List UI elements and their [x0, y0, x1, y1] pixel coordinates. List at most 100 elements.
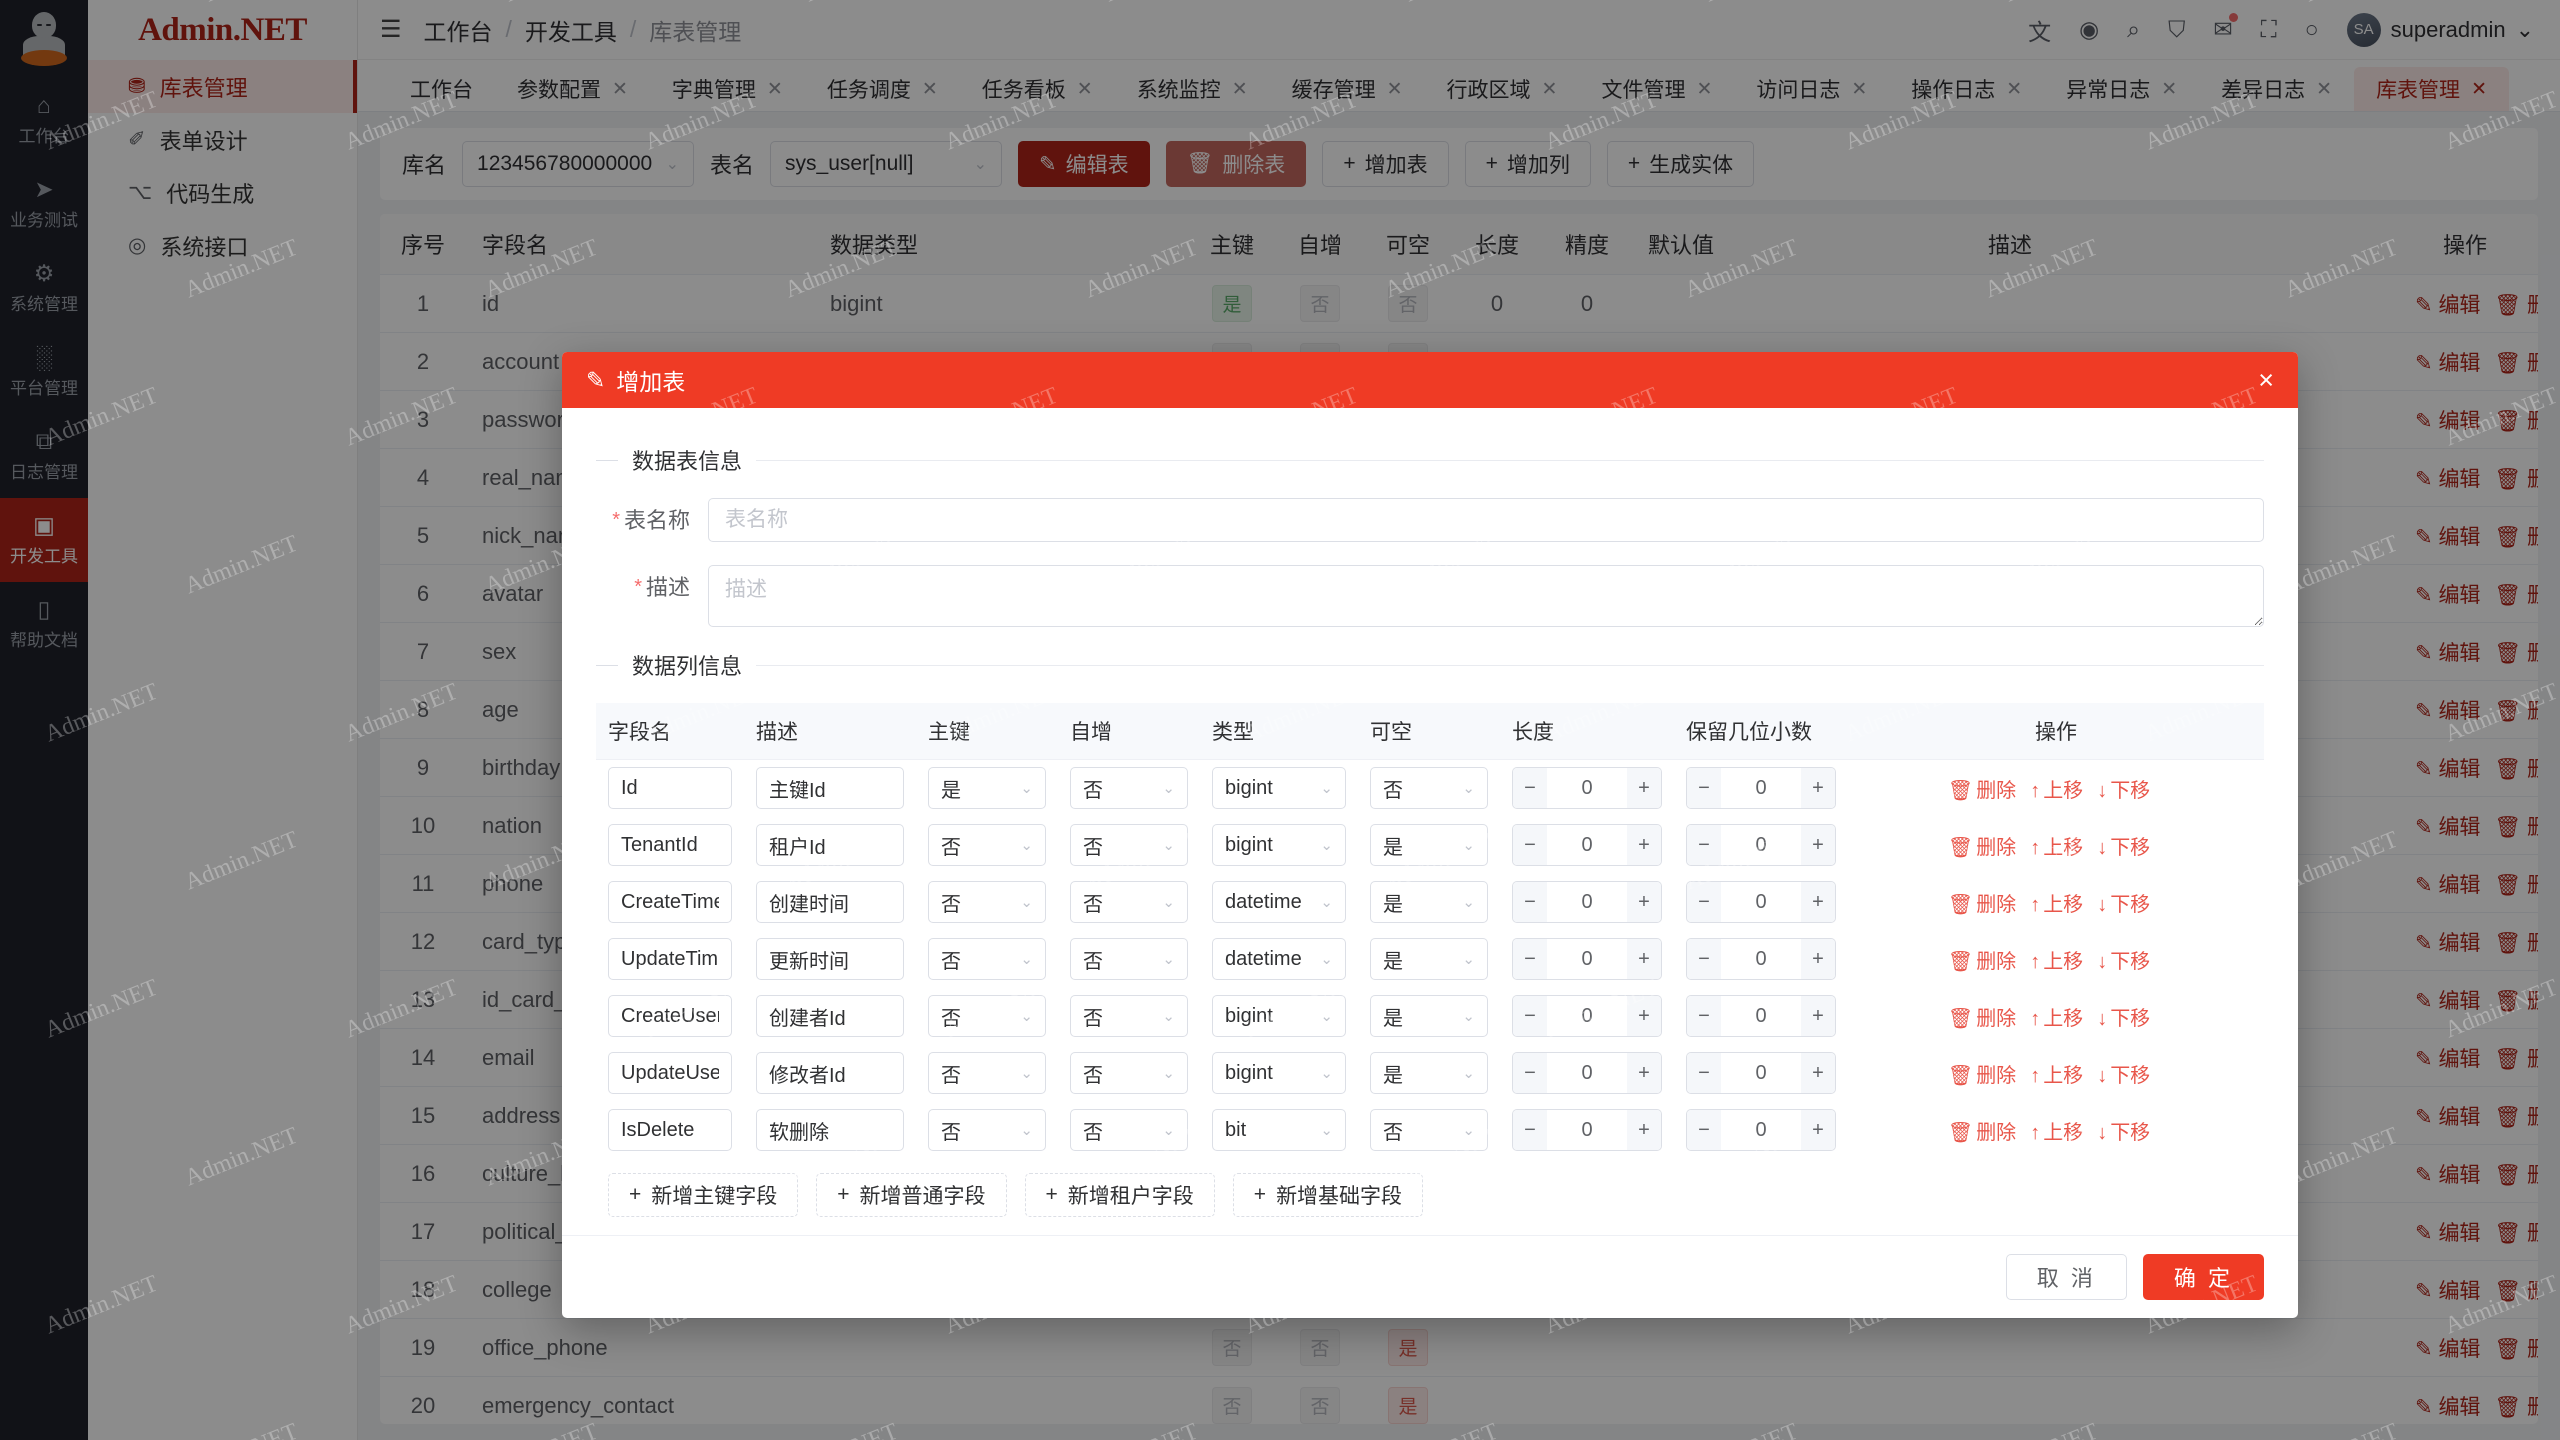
move-down-button[interactable]: ↓ 下移	[2097, 779, 2151, 802]
delete-field-button[interactable]: 🗑 删除	[1947, 1121, 2017, 1144]
increment-button[interactable]: +	[1627, 1053, 1661, 1093]
delete-row-button[interactable]: 🗑 删除	[2494, 1395, 2538, 1419]
delete-row-button[interactable]: 🗑 删除	[2494, 1105, 2538, 1129]
increment-button[interactable]: +	[1801, 882, 1835, 922]
submenu-item-4[interactable]: ◎ 系统接口	[88, 219, 357, 272]
field-name-input[interactable]	[608, 767, 732, 809]
move-up-button[interactable]: ↑ 上移	[2030, 950, 2084, 973]
move-up-button[interactable]: ↑ 上移	[2030, 1007, 2084, 1030]
close-icon[interactable]: ×	[2258, 364, 2274, 395]
delete-row-button[interactable]: 🗑 删除	[2494, 351, 2538, 375]
type-select[interactable]: bigint ⌄	[1212, 824, 1346, 866]
increment-button[interactable]: +	[1627, 1110, 1661, 1150]
delete-row-button[interactable]: 🗑 删除	[2494, 699, 2538, 723]
db-select[interactable]: 123456780000000 ⌄	[462, 141, 695, 187]
auto-increment-select[interactable]: 否 ⌄	[1070, 824, 1188, 866]
auto-increment-select[interactable]: 否 ⌄	[1070, 938, 1188, 980]
delete-row-button[interactable]: 🗑 删除	[2494, 815, 2538, 839]
close-icon[interactable]: ✕	[1541, 78, 1558, 100]
increment-button[interactable]: +	[1801, 768, 1835, 808]
delete-row-button[interactable]: 🗑 删除	[2494, 757, 2538, 781]
edit-row-button[interactable]: ✎ 编辑	[2415, 409, 2481, 433]
decrement-button[interactable]: −	[1513, 882, 1547, 922]
submenu-item-3[interactable]: ⌥ 代码生成	[88, 166, 357, 219]
nullable-select[interactable]: 是 ⌄	[1370, 938, 1488, 980]
tab-1[interactable]: 工作台	[388, 67, 495, 111]
field-desc-input[interactable]	[756, 881, 904, 923]
delete-field-button[interactable]: 🗑 删除	[1947, 1007, 2017, 1030]
rail-item-4[interactable]: ░ 平台管理	[0, 330, 88, 414]
rail-item-3[interactable]: ⚙ 系统管理	[0, 246, 88, 330]
edit-table-button[interactable]: ✎ 编辑表	[1018, 141, 1150, 187]
fullscreen-icon[interactable]: ⛶	[2260, 16, 2277, 42]
decrement-button[interactable]: −	[1687, 825, 1721, 865]
edit-row-button[interactable]: ✎ 编辑	[2415, 293, 2481, 317]
type-select[interactable]: datetime ⌄	[1212, 938, 1346, 980]
rail-item-2[interactable]: ➤ 业务测试	[0, 162, 88, 246]
delete-field-button[interactable]: 🗑 删除	[1947, 950, 2017, 973]
tab-10[interactable]: 访问日志 ✕	[1734, 67, 1889, 111]
edit-row-button[interactable]: ✎ 编辑	[2415, 467, 2481, 491]
table-select[interactable]: sys_user[null] ⌄	[770, 141, 1003, 187]
length-stepper[interactable]: − 0 +	[1512, 767, 1662, 809]
length-stepper[interactable]: − 0 +	[1512, 824, 1662, 866]
nullable-select[interactable]: 是 ⌄	[1370, 824, 1488, 866]
nullable-select[interactable]: 是 ⌄	[1370, 1052, 1488, 1094]
auto-increment-select[interactable]: 否 ⌄	[1070, 1109, 1188, 1151]
rail-item-7[interactable]: ▯ 帮助文档	[0, 582, 88, 666]
increment-button[interactable]: +	[1627, 996, 1661, 1036]
delete-row-button[interactable]: 🗑 删除	[2494, 1337, 2538, 1361]
increment-button[interactable]: +	[1801, 939, 1835, 979]
edit-row-button[interactable]: ✎ 编辑	[2415, 1337, 2481, 1361]
field-desc-input[interactable]	[756, 1109, 904, 1151]
tab-4[interactable]: 任务调度 ✕	[805, 67, 960, 111]
table-name-input[interactable]	[708, 498, 2264, 542]
primary-key-select[interactable]: 否 ⌄	[928, 1109, 1046, 1151]
move-up-button[interactable]: ↑ 上移	[2030, 1064, 2084, 1087]
length-stepper[interactable]: − 0 +	[1512, 938, 1662, 980]
nullable-select[interactable]: 否 ⌄	[1370, 1109, 1488, 1151]
tab-6[interactable]: 系统监控 ✕	[1115, 67, 1270, 111]
delete-row-button[interactable]: 🗑 删除	[2494, 525, 2538, 549]
delete-row-button[interactable]: 🗑 删除	[2494, 931, 2538, 955]
increment-button[interactable]: +	[1627, 882, 1661, 922]
delete-row-button[interactable]: 🗑 删除	[2494, 989, 2538, 1013]
field-name-input[interactable]	[608, 1109, 732, 1151]
move-up-button[interactable]: ↑ 上移	[2030, 1121, 2084, 1144]
delete-field-button[interactable]: 🗑 删除	[1947, 893, 2017, 916]
close-icon[interactable]: ✕	[2006, 78, 2023, 100]
decimals-stepper[interactable]: − 0 +	[1686, 1052, 1836, 1094]
add-field-button-2[interactable]: + 新增普通字段	[816, 1173, 1007, 1217]
tab-8[interactable]: 行政区域 ✕	[1425, 67, 1580, 111]
decimals-stepper[interactable]: − 0 +	[1686, 881, 1836, 923]
edit-row-button[interactable]: ✎ 编辑	[2415, 699, 2481, 723]
description-textarea[interactable]	[708, 565, 2264, 627]
edit-row-button[interactable]: ✎ 编辑	[2415, 873, 2481, 897]
delete-field-button[interactable]: 🗑 删除	[1947, 779, 2017, 802]
close-icon[interactable]: ✕	[1696, 78, 1713, 100]
delete-field-button[interactable]: 🗑 删除	[1947, 836, 2017, 859]
close-icon[interactable]: ✕	[612, 78, 628, 100]
decrement-button[interactable]: −	[1687, 768, 1721, 808]
edit-row-button[interactable]: ✎ 编辑	[2415, 1221, 2481, 1245]
tab-3[interactable]: 字典管理 ✕	[650, 67, 805, 111]
length-stepper[interactable]: − 0 +	[1512, 881, 1662, 923]
decrement-button[interactable]: −	[1513, 996, 1547, 1036]
generate-entity-button[interactable]: + 生成实体	[1606, 141, 1755, 187]
tab-2[interactable]: 参数配置 ✕	[495, 67, 650, 111]
decrement-button[interactable]: −	[1513, 939, 1547, 979]
edit-row-button[interactable]: ✎ 编辑	[2415, 583, 2481, 607]
breadcrumb-item-2[interactable]: 开发工具	[524, 18, 617, 45]
translate-icon[interactable]: 文	[2028, 18, 2052, 45]
close-icon[interactable]: ✕	[2316, 78, 2333, 100]
move-up-button[interactable]: ↑ 上移	[2030, 836, 2084, 859]
move-down-button[interactable]: ↓ 下移	[2097, 1121, 2151, 1144]
delete-row-button[interactable]: 🗑 删除	[2494, 1047, 2538, 1071]
move-up-button[interactable]: ↑ 上移	[2030, 779, 2084, 802]
edit-row-button[interactable]: ✎ 编辑	[2415, 931, 2481, 955]
delete-field-button[interactable]: 🗑 删除	[1947, 1064, 2017, 1087]
breadcrumb-item-3[interactable]: 库表管理	[649, 18, 742, 45]
bell-icon[interactable]: ✉	[2213, 13, 2238, 43]
close-icon[interactable]: ✕	[766, 78, 783, 100]
